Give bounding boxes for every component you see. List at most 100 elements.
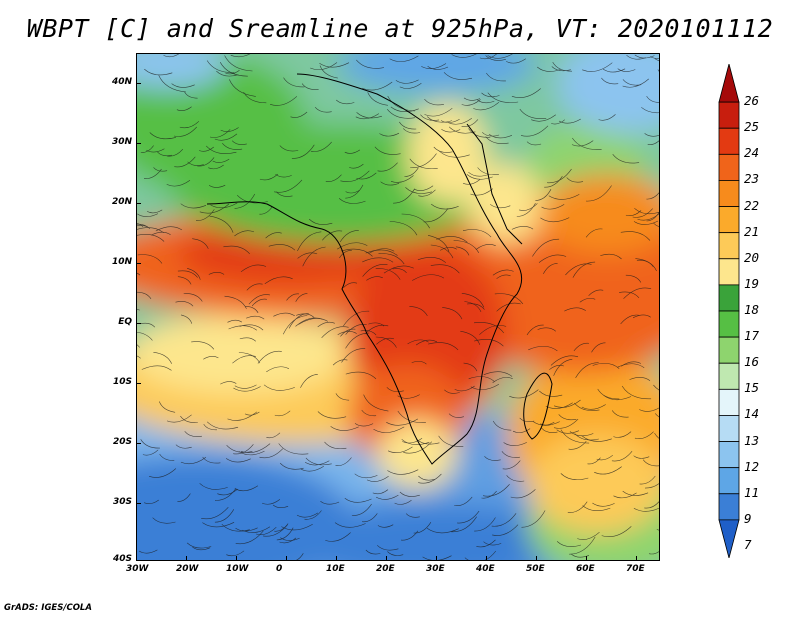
streamline: [191, 341, 215, 350]
streamline: [629, 377, 651, 381]
streamline: [332, 359, 348, 366]
streamline: [475, 244, 496, 250]
streamline: [476, 539, 496, 548]
streamline: [611, 451, 633, 462]
streamline: [639, 407, 659, 412]
streamline: [362, 264, 388, 277]
streamline: [532, 238, 560, 257]
streamline: [438, 435, 464, 447]
streamline: [644, 483, 659, 489]
streamline: [184, 431, 202, 437]
streamline: [468, 376, 495, 382]
streamline: [199, 203, 230, 214]
streamline: [625, 274, 642, 283]
streamline: [341, 248, 373, 257]
streamline: [319, 62, 350, 68]
streamline: [487, 92, 519, 103]
streamline: [296, 313, 315, 318]
streamline: [558, 414, 577, 421]
streamline: [455, 246, 470, 256]
streamline: [376, 545, 399, 551]
streamline: [400, 530, 419, 541]
streamline: [483, 541, 502, 546]
streamline: [387, 469, 419, 475]
streamline: [256, 526, 277, 535]
streamline: [621, 385, 652, 400]
streamline: [453, 240, 480, 253]
streamline: [490, 204, 511, 209]
streamline: [491, 513, 517, 527]
streamline: [361, 409, 377, 417]
streamline: [320, 500, 340, 505]
streamline: [143, 499, 159, 505]
streamline: [632, 208, 653, 218]
lat-label: 40S: [112, 554, 132, 564]
streamline: [344, 497, 372, 503]
streamline: [544, 176, 563, 188]
streamlines: [137, 54, 659, 560]
streamline: [373, 426, 405, 433]
streamline: [506, 475, 525, 482]
streamline: [394, 499, 412, 505]
streamline: [646, 212, 659, 222]
lon-label: 10E: [326, 564, 345, 574]
colorbar-swatch: [718, 310, 740, 338]
streamline: [620, 314, 640, 325]
streamline: [239, 337, 257, 342]
streamline: [140, 439, 160, 449]
streamline: [587, 457, 601, 465]
streamline: [201, 506, 229, 520]
streamline: [339, 230, 359, 243]
streamline: [376, 337, 395, 345]
streamline: [556, 429, 580, 434]
lat-tick: [136, 143, 141, 144]
lon-tick: [186, 556, 187, 561]
streamline: [377, 162, 398, 172]
lat-label: 10N: [111, 257, 132, 267]
streamline: [492, 524, 519, 536]
streamline: [543, 263, 558, 275]
streamline: [387, 446, 413, 454]
streamline: [137, 291, 152, 299]
streamline: [653, 384, 659, 391]
streamline: [519, 108, 547, 119]
streamline: [572, 137, 602, 150]
streamline: [227, 411, 258, 421]
streamline: [192, 238, 209, 249]
streamline: [386, 387, 404, 392]
streamline: [174, 156, 196, 168]
lat-tick: [136, 83, 141, 84]
streamline: [234, 384, 257, 389]
streamline: [492, 269, 514, 276]
colorbar-swatch: [718, 441, 740, 469]
streamline: [149, 468, 177, 478]
streamline: [304, 510, 322, 520]
lat-tick: [136, 560, 141, 561]
lat-tick: [136, 263, 141, 264]
streamline: [140, 145, 154, 153]
streamline: [511, 88, 541, 98]
streamline: [304, 460, 330, 466]
streamline: [186, 542, 212, 549]
streamline: [553, 358, 573, 376]
streamline: [420, 114, 440, 121]
streamline: [410, 153, 437, 168]
streamline: [468, 171, 489, 177]
streamline: [222, 143, 243, 150]
streamline: [251, 298, 267, 307]
streamline: [372, 489, 389, 495]
streamline: [192, 546, 211, 551]
streamline: [225, 70, 240, 75]
streamline: [409, 158, 438, 170]
streamline: [620, 231, 651, 241]
streamline: [634, 431, 654, 440]
lon-tick: [436, 556, 437, 561]
streamline: [537, 327, 557, 332]
streamline: [335, 99, 355, 105]
streamline: [355, 113, 380, 120]
streamline: [424, 99, 444, 106]
streamline: [448, 126, 476, 134]
streamline: [197, 157, 215, 167]
streamline: [654, 432, 659, 439]
streamline: [633, 507, 659, 512]
